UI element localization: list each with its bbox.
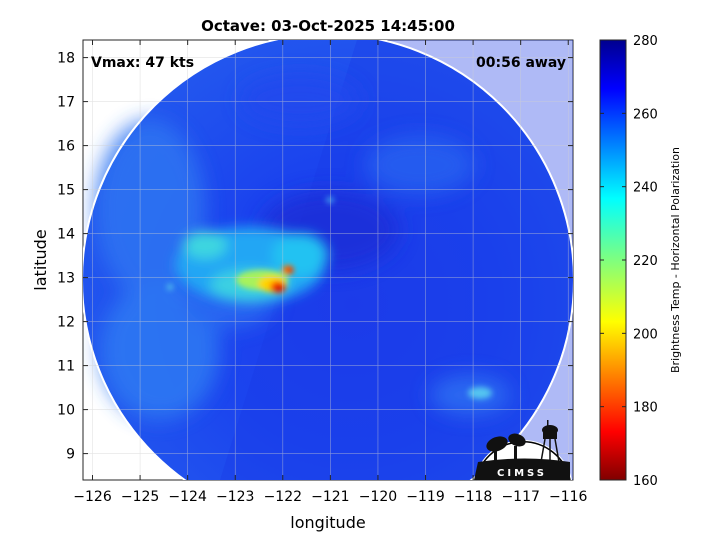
y-tick-label: 10 (57, 403, 75, 419)
x-tick-label: −124 (168, 489, 207, 505)
x-axis-label: longitude (290, 513, 365, 532)
y-tick-label: 11 (57, 359, 75, 375)
colorbar-tick-label: 160 (633, 474, 658, 489)
svg-text:CIMSS: CIMSS (497, 468, 547, 479)
cimss-logo: CIMSS (474, 420, 572, 481)
gridlines (83, 40, 573, 480)
x-tick-label: −121 (311, 489, 349, 505)
x-ticks: −126 −125 −124 −123 −122 −121 −120 −119 −118 −117… (73, 40, 588, 505)
colorbar-tick-label: 260 (633, 107, 658, 122)
colorbar-tick-label: 180 (633, 401, 658, 416)
y-tick-label: 16 (57, 139, 75, 155)
y-tick-label: 13 (57, 271, 75, 287)
x-tick-label: −125 (121, 489, 159, 505)
vmax-label: Vmax: 47 kts (91, 55, 194, 71)
colorbar: 160 180 200 220 240 260 280 Brightness Temp - … (599, 34, 682, 489)
colorbar-tick-label: 200 (633, 327, 658, 342)
colorbar-tick-label: 240 (633, 181, 658, 196)
x-tick-label: −122 (264, 489, 302, 505)
colorbar-tick-label: 280 (633, 34, 658, 49)
y-tick-label: 14 (57, 227, 75, 243)
colorbar-tick-label: 220 (633, 254, 658, 269)
x-tick-label: −118 (454, 489, 492, 505)
y-tick-label: 12 (57, 315, 75, 331)
y-tick-label: 9 (66, 447, 75, 463)
x-tick-label: −116 (549, 489, 588, 505)
y-tick-label: 17 (57, 95, 75, 111)
x-tick-label: −123 (216, 489, 254, 505)
y-tick-label: 15 (57, 183, 75, 199)
x-tick-label: −120 (359, 489, 397, 505)
x-tick-label: −119 (406, 489, 444, 505)
brightness-temperature-swath (83, 40, 573, 480)
colorbar-label: Brightness Temp - Horizontal Polarizatio… (669, 147, 682, 373)
time-away-label: 00:56 away (476, 55, 566, 71)
x-tick-label: −117 (501, 489, 539, 505)
chart-title: Octave: 03-Oct-2025 14:45:00 (201, 17, 455, 35)
y-ticks: 9 10 11 12 13 14 15 16 17 18 (57, 51, 573, 463)
x-tick-label: −126 (73, 489, 112, 505)
y-axis-label: latitude (31, 229, 50, 290)
y-tick-label: 18 (57, 51, 75, 67)
